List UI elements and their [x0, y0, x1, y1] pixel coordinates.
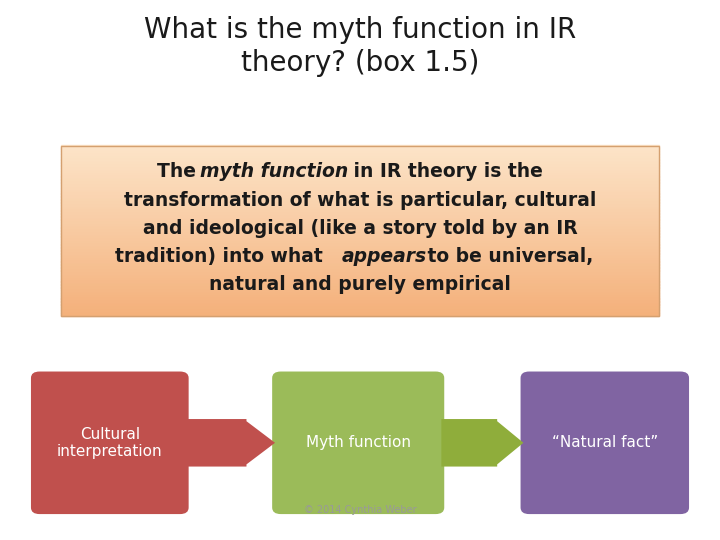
- Text: myth function: myth function: [200, 163, 348, 181]
- Bar: [61, 216, 659, 219]
- Bar: [61, 179, 659, 183]
- Bar: [61, 236, 659, 239]
- Bar: [61, 245, 659, 248]
- Text: © 2014 Cynthia Weber: © 2014 Cynthia Weber: [304, 505, 416, 515]
- Bar: [61, 273, 659, 276]
- Bar: [61, 290, 659, 293]
- Bar: [61, 185, 659, 188]
- Bar: [61, 188, 659, 191]
- Bar: [61, 239, 659, 242]
- Bar: [61, 165, 659, 168]
- Bar: [61, 171, 659, 174]
- Bar: [61, 219, 659, 222]
- Bar: [61, 261, 659, 265]
- Bar: [61, 151, 659, 154]
- Text: Myth function: Myth function: [306, 435, 410, 450]
- Polygon shape: [186, 419, 275, 467]
- Text: in IR theory is the: in IR theory is the: [347, 163, 543, 181]
- Bar: [61, 225, 659, 228]
- Bar: [61, 199, 659, 202]
- Bar: [61, 197, 659, 200]
- Bar: [61, 191, 659, 194]
- Text: to be universal,: to be universal,: [421, 247, 593, 266]
- Bar: [61, 253, 659, 256]
- Bar: [61, 168, 659, 171]
- Bar: [61, 270, 659, 273]
- Bar: [61, 293, 659, 296]
- Bar: [61, 154, 659, 157]
- FancyBboxPatch shape: [521, 372, 689, 514]
- Bar: [61, 202, 659, 205]
- Text: tradition) into what: tradition) into what: [115, 247, 330, 266]
- Bar: [61, 265, 659, 268]
- Text: natural and purely empirical: natural and purely empirical: [209, 275, 511, 294]
- Bar: [61, 182, 659, 186]
- Bar: [61, 275, 659, 279]
- Bar: [61, 162, 659, 166]
- Bar: [61, 159, 659, 163]
- Bar: [61, 295, 659, 299]
- Text: Cultural
interpretation: Cultural interpretation: [57, 427, 163, 459]
- Bar: [61, 250, 659, 254]
- Bar: [61, 230, 659, 234]
- Bar: [61, 213, 659, 217]
- Bar: [61, 287, 659, 291]
- Bar: [61, 313, 659, 316]
- Bar: [61, 157, 659, 160]
- Bar: [61, 205, 659, 208]
- Bar: [61, 284, 659, 287]
- Bar: [61, 174, 659, 177]
- Bar: [61, 241, 659, 245]
- Bar: [61, 193, 659, 197]
- Bar: [61, 256, 659, 259]
- Bar: [61, 211, 659, 214]
- Bar: [61, 227, 659, 231]
- Text: transformation of what is particular, cultural: transformation of what is particular, cu…: [124, 191, 596, 210]
- Bar: [61, 298, 659, 302]
- Bar: [61, 307, 659, 310]
- Bar: [61, 259, 659, 262]
- Bar: [61, 233, 659, 237]
- Text: The: The: [157, 163, 202, 181]
- Text: What is the myth function in IR
theory? (box 1.5): What is the myth function in IR theory? …: [144, 16, 576, 77]
- Bar: [61, 222, 659, 225]
- Text: appears: appears: [342, 247, 427, 266]
- FancyBboxPatch shape: [272, 372, 444, 514]
- Bar: [61, 304, 659, 307]
- Text: and ideological (like a story told by an IR: and ideological (like a story told by an…: [143, 219, 577, 238]
- Bar: [61, 281, 659, 285]
- Text: “Natural fact”: “Natural fact”: [552, 435, 658, 450]
- Bar: [61, 145, 659, 149]
- Bar: [61, 148, 659, 151]
- Bar: [61, 247, 659, 251]
- Bar: [61, 177, 659, 180]
- Bar: [61, 301, 659, 305]
- Bar: [61, 207, 659, 211]
- Bar: [61, 279, 659, 282]
- FancyBboxPatch shape: [31, 372, 189, 514]
- Polygon shape: [441, 419, 523, 467]
- Bar: [61, 267, 659, 271]
- Bar: [61, 310, 659, 313]
